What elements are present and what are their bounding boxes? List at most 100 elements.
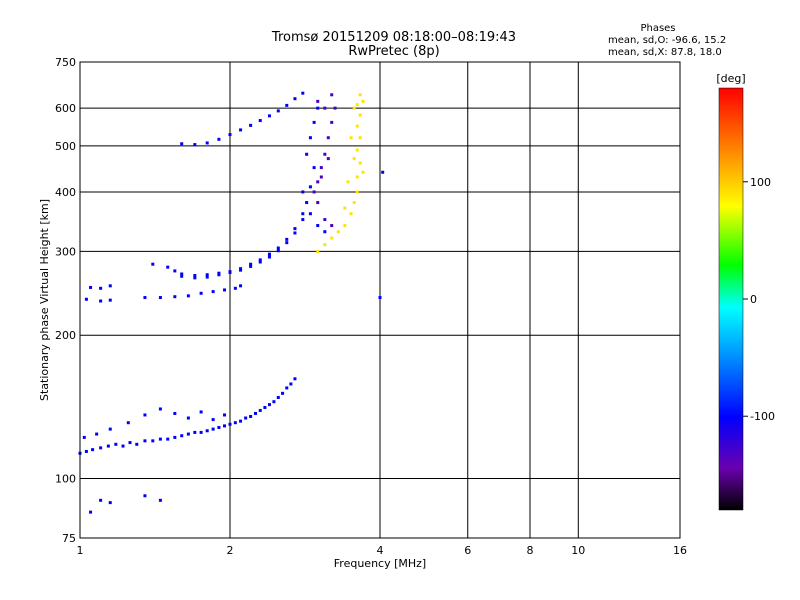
data-point (336, 230, 340, 234)
data-point (108, 501, 112, 505)
data-point (180, 434, 184, 438)
data-point (244, 416, 248, 420)
x-tick-label: 10 (571, 544, 585, 557)
data-point (276, 249, 280, 253)
x-tick-label: 4 (377, 544, 384, 557)
stats-heading: Phases (640, 23, 675, 34)
data-point (323, 106, 327, 110)
x-axis-label: Frequency [MHz] (334, 557, 426, 570)
data-point (143, 439, 147, 443)
data-point (276, 395, 280, 399)
y-tick-label: 500 (55, 140, 76, 153)
data-point (211, 418, 215, 422)
data-point (233, 286, 237, 290)
data-point (121, 444, 125, 448)
data-point (99, 498, 103, 502)
data-point (205, 273, 209, 277)
data-point (89, 510, 93, 514)
chart-title: Tromsø 20151209 08:18:00–08:19:43 (271, 30, 516, 45)
data-point (267, 403, 271, 407)
y-tick-label: 75 (62, 532, 76, 545)
data-point (258, 119, 262, 123)
data-point (343, 206, 347, 210)
colorbar (718, 87, 744, 511)
data-point (330, 224, 334, 228)
data-point (323, 230, 327, 234)
data-point (108, 427, 112, 431)
data-point (143, 494, 147, 498)
y-tick-label: 300 (55, 245, 76, 258)
data-point (381, 170, 385, 174)
data-point (352, 106, 356, 110)
data-point (323, 243, 327, 247)
data-point (330, 93, 334, 97)
stats-line-o: mean, sd,O: -96.6, 15.2 (608, 35, 726, 46)
data-point (228, 422, 232, 426)
data-point (285, 241, 289, 245)
grid-lines (80, 62, 680, 538)
data-point (239, 128, 243, 132)
data-point (166, 265, 170, 269)
data-point (126, 421, 130, 425)
data-point (128, 441, 132, 445)
data-point (217, 425, 221, 429)
data-point (211, 290, 215, 294)
data-points (78, 91, 385, 514)
data-point (308, 212, 312, 216)
data-point (289, 382, 293, 386)
data-point (233, 421, 237, 425)
data-point (166, 437, 170, 441)
data-point (316, 201, 320, 205)
data-point (228, 270, 232, 274)
data-point (108, 298, 112, 302)
data-point (158, 437, 162, 441)
data-point (193, 143, 197, 147)
data-point (258, 408, 262, 412)
data-point (346, 180, 350, 184)
colorbar-ticks: 100 0 -100 (743, 176, 775, 423)
data-point (180, 272, 184, 276)
data-point (333, 106, 337, 110)
data-point (272, 400, 276, 404)
y-axis-label: Stationary phase Virtual Height [km] (38, 199, 51, 401)
data-point (205, 141, 209, 145)
data-point (114, 442, 118, 446)
data-point (267, 255, 271, 259)
data-point (326, 157, 330, 161)
data-point (267, 114, 271, 118)
data-point (276, 246, 280, 250)
data-point (358, 136, 362, 140)
data-point (173, 435, 177, 439)
data-point (239, 268, 243, 272)
data-point (151, 439, 155, 443)
data-point (355, 148, 359, 152)
data-point (193, 274, 197, 278)
data-point (301, 190, 305, 194)
data-point (106, 444, 110, 448)
data-point (326, 136, 330, 140)
data-point (193, 430, 197, 434)
data-point (358, 113, 362, 117)
x-axis-ticks: 1 2 4 6 8 10 16 (77, 544, 688, 557)
y-tick-label: 400 (55, 186, 76, 199)
data-point (249, 262, 253, 266)
data-point (323, 218, 327, 222)
data-point (158, 407, 162, 411)
data-point (91, 448, 95, 452)
stats-line-x: mean, sd,X: 87.8, 18.0 (608, 47, 722, 58)
data-point (158, 498, 162, 502)
data-point (330, 236, 334, 240)
data-point (293, 231, 297, 235)
data-point (355, 103, 359, 107)
data-point (89, 285, 93, 289)
data-point (355, 124, 359, 128)
data-point (217, 137, 221, 141)
data-point (151, 262, 155, 266)
data-point (249, 264, 253, 268)
data-point (99, 286, 103, 290)
plot-frame (79, 61, 681, 539)
data-point (358, 93, 362, 97)
data-point (312, 190, 316, 194)
data-point (228, 133, 232, 137)
data-point (205, 429, 209, 433)
